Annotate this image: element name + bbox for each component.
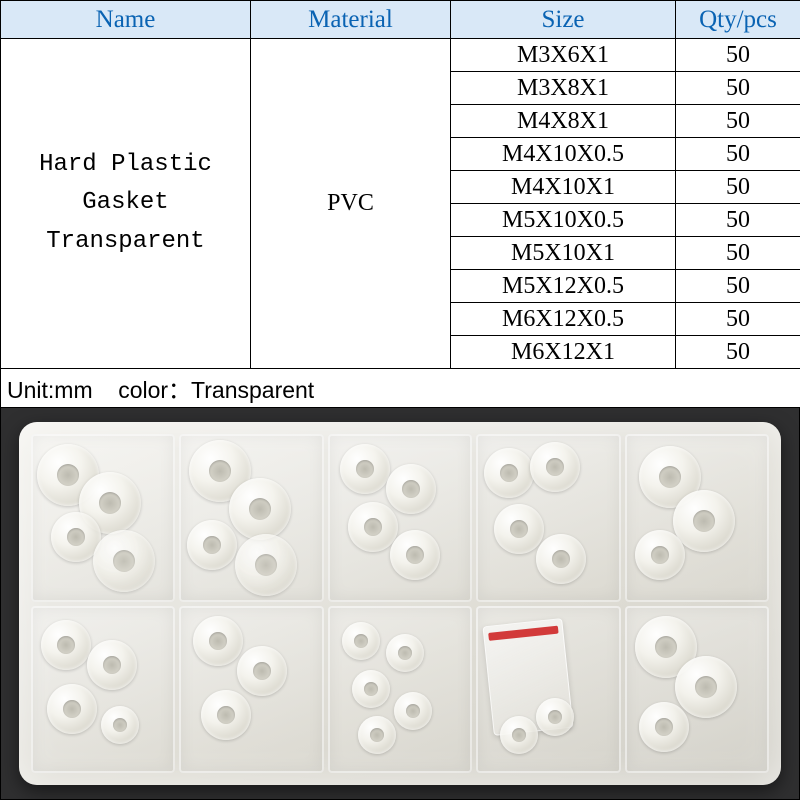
compartment (476, 606, 620, 774)
compartment (328, 606, 472, 774)
washer-icon (386, 464, 436, 514)
washer-icon (237, 646, 287, 696)
size-cell: M4X8X1 (451, 105, 676, 138)
qty-cell: 50 (676, 72, 800, 105)
size-cell: M5X10X0.5 (451, 204, 676, 237)
size-cell: M4X10X1 (451, 171, 676, 204)
qty-cell: 50 (676, 270, 800, 303)
washer-icon (536, 698, 574, 736)
unit-label: Unit: (7, 377, 54, 403)
washer-icon (235, 534, 297, 596)
washer-icon (394, 692, 432, 730)
product-photo (0, 408, 800, 800)
compartment (476, 434, 620, 602)
header-row: Name Material Size Qty/pcs (1, 1, 800, 39)
qty-cell: 50 (676, 237, 800, 270)
size-cell: M5X12X0.5 (451, 270, 676, 303)
washer-icon (358, 716, 396, 754)
washer-icon (536, 534, 586, 584)
size-cell: M6X12X0.5 (451, 303, 676, 336)
compartment (179, 606, 323, 774)
qty-cell: 50 (676, 39, 800, 72)
washer-icon (87, 640, 137, 690)
washer-icon (352, 670, 390, 708)
compartment (625, 434, 769, 602)
footer-row: Unit:mm color：Transparent (1, 369, 800, 408)
qty-cell: 50 (676, 105, 800, 138)
washer-icon (386, 634, 424, 672)
material-cell: PVC (251, 39, 451, 369)
product-name-line: Transparent (5, 223, 246, 261)
product-name-line: Hard Plastic (5, 146, 246, 184)
washer-icon (675, 656, 737, 718)
washer-icon (390, 530, 440, 580)
product-name-cell: Hard Plastic Gasket Transparent (1, 39, 251, 369)
table-row: Hard Plastic Gasket Transparent PVC M3X6… (1, 39, 800, 72)
washer-icon (47, 684, 97, 734)
washer-icon (494, 504, 544, 554)
washer-icon (500, 716, 538, 754)
qty-cell: 50 (676, 204, 800, 237)
footer-cell: Unit:mm color：Transparent (1, 369, 800, 408)
size-cell: M6X12X1 (451, 336, 676, 369)
washer-icon (484, 448, 534, 498)
qty-cell: 50 (676, 171, 800, 204)
compartment (31, 606, 175, 774)
size-cell: M3X8X1 (451, 72, 676, 105)
washer-icon (348, 502, 398, 552)
washer-icon (229, 478, 291, 540)
washer-icon (342, 622, 380, 660)
compartment (625, 606, 769, 774)
compartment (328, 434, 472, 602)
washer-icon (635, 530, 685, 580)
color-value: Transparent (191, 377, 314, 403)
size-cell: M5X10X1 (451, 237, 676, 270)
compartment (31, 434, 175, 602)
qty-cell: 50 (676, 303, 800, 336)
washer-icon (193, 616, 243, 666)
size-cell: M4X10X0.5 (451, 138, 676, 171)
header-name: Name (1, 1, 251, 39)
washer-icon (639, 702, 689, 752)
qty-cell: 50 (676, 336, 800, 369)
compartment (179, 434, 323, 602)
washer-icon (93, 530, 155, 592)
header-qty: Qty/pcs (676, 1, 800, 39)
washer-icon (187, 520, 237, 570)
unit-value: mm (54, 377, 92, 403)
washer-icon (530, 442, 580, 492)
washer-icon (201, 690, 251, 740)
compartment-box (19, 422, 781, 785)
spec-table: Name Material Size Qty/pcs Hard Plastic … (0, 0, 800, 408)
size-cell: M3X6X1 (451, 39, 676, 72)
product-name-line: Gasket (5, 184, 246, 222)
washer-icon (340, 444, 390, 494)
color-label: color： (118, 377, 191, 403)
qty-cell: 50 (676, 138, 800, 171)
washer-icon (41, 620, 91, 670)
header-size: Size (451, 1, 676, 39)
washer-icon (101, 706, 139, 744)
header-material: Material (251, 1, 451, 39)
